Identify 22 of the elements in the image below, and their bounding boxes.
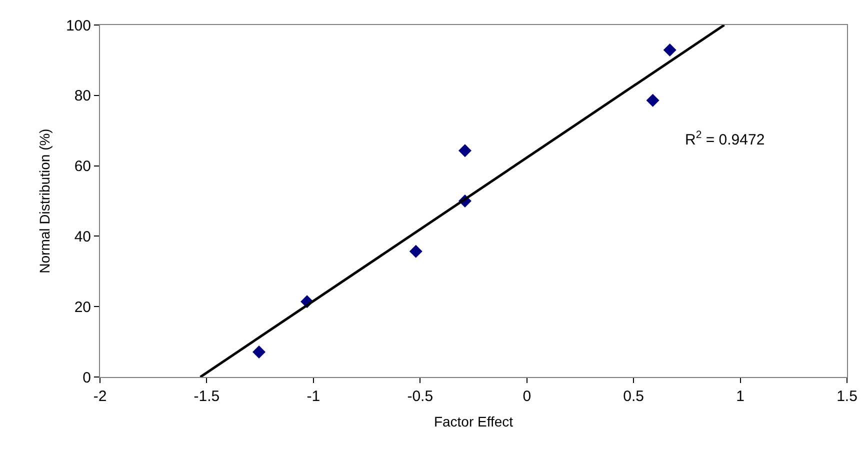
point (646, 94, 660, 107)
x-tick-label: 0 (522, 388, 532, 405)
x-tick-label: 1.5 (836, 388, 858, 405)
point (252, 346, 266, 359)
y-tick-label: 100 (66, 17, 91, 34)
x-tick-label: -1.5 (194, 388, 220, 405)
x-tick-label: -0.5 (407, 388, 434, 405)
y-axis-title: Normal Distribution (%) (36, 128, 53, 274)
x-tick-label: 1 (736, 388, 744, 405)
annotation: R$^{2}$ = 0.9472 (685, 129, 765, 148)
x-tick-label: -2 (93, 388, 107, 405)
y-tick-label: 80 (74, 88, 91, 105)
x-axis-title: Factor Effect (434, 413, 514, 430)
y-tick-label: 60 (74, 158, 91, 176)
point (458, 144, 472, 158)
y-tick-label: 20 (74, 298, 91, 316)
y-tick-label: 40 (74, 228, 91, 246)
y-tick-label: 0 (82, 369, 91, 386)
x-tick-label: 0.5 (623, 388, 644, 405)
point (663, 43, 676, 56)
x-tick-label: -1 (306, 388, 320, 405)
point (409, 244, 422, 258)
